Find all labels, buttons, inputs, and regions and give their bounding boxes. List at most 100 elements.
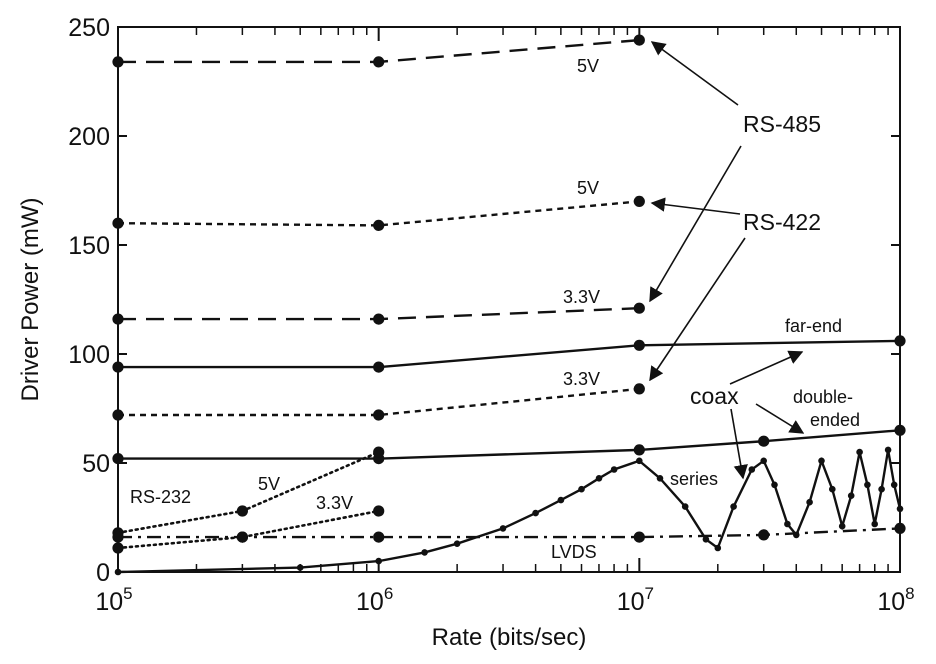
data-point — [633, 195, 645, 207]
x-tick-exponent: 6 — [384, 584, 393, 603]
annotation-arrow — [650, 41, 739, 106]
data-point — [236, 531, 248, 543]
series-line — [118, 429, 901, 460]
x-tick-exponent: 5 — [123, 584, 132, 603]
x-tick-label: 106 — [356, 584, 393, 616]
annotation-label: far-end — [785, 316, 842, 336]
annotation-label: 3.3V — [563, 287, 600, 307]
annotation-label: coax — [690, 383, 739, 409]
data-point — [578, 485, 585, 493]
data-point — [421, 549, 428, 556]
annotation-arrow — [649, 237, 746, 382]
data-point — [847, 492, 855, 500]
data-point — [714, 544, 722, 552]
data-point — [373, 56, 385, 68]
series-short-dashed — [112, 383, 645, 421]
data-point — [864, 481, 871, 489]
annotations: RS-485 RS-422 5V 5V 3.3V 3.3V far-end coax doubl… — [130, 56, 860, 562]
data-point — [595, 475, 603, 482]
y-axis-title: Driver Power (mW) — [17, 198, 44, 402]
x-tick-label: 107 — [617, 584, 654, 616]
annotation-label: 5V — [577, 56, 599, 76]
data-point — [818, 457, 825, 465]
data-point — [829, 485, 836, 493]
data-point — [557, 496, 565, 504]
series-line — [118, 527, 901, 539]
annotation-arrow — [729, 350, 804, 385]
data-point — [793, 531, 800, 539]
y-tick-label: 0 — [96, 559, 110, 587]
y-tick-label: 50 — [82, 450, 110, 478]
series-line — [116, 509, 381, 550]
annotation-arrow — [730, 408, 748, 480]
y-tick-label: 200 — [68, 123, 110, 151]
data-point — [499, 525, 507, 532]
annotation-arrow — [650, 197, 741, 215]
series-solid — [112, 335, 906, 373]
data-point — [702, 536, 710, 543]
data-point — [633, 531, 645, 543]
x-tick-base: 10 — [877, 588, 905, 616]
data-point — [856, 448, 863, 456]
data-point — [453, 540, 461, 547]
data-point — [681, 503, 689, 510]
annotation-label: series — [670, 469, 718, 489]
annotation-arrow — [755, 403, 805, 434]
annotation-label: RS-485 — [743, 111, 821, 137]
annotation-label: double- — [793, 387, 853, 407]
data-point — [633, 444, 645, 456]
x-tick-label: 108 — [877, 584, 914, 616]
series-solid-dense-markers — [114, 446, 904, 576]
data-point — [373, 313, 385, 325]
annotation-arrow — [649, 145, 742, 303]
data-point — [373, 505, 385, 517]
annotation-label: 3.3V — [316, 493, 353, 513]
y-tick-label: 100 — [68, 341, 110, 369]
annotation-arrows — [649, 41, 805, 480]
data-point — [806, 498, 813, 506]
series-short-dashed — [112, 195, 645, 231]
data-point — [373, 409, 385, 421]
data-point — [890, 481, 898, 489]
data-point — [633, 302, 645, 314]
annotation-label: ended — [810, 410, 860, 430]
plot-frame — [117, 26, 901, 573]
data-point — [884, 446, 892, 454]
series-solid — [112, 424, 906, 465]
data-point — [784, 520, 791, 528]
data-point — [236, 505, 248, 517]
x-tick-exponent: 7 — [645, 584, 654, 603]
data-point — [871, 520, 878, 528]
data-point — [760, 457, 767, 465]
annotation-label: RS-422 — [743, 209, 821, 235]
data-point — [633, 339, 645, 351]
x-tick-base: 10 — [95, 588, 123, 616]
y-tick-label: 150 — [68, 232, 110, 260]
data-point — [610, 466, 618, 473]
data-point — [656, 475, 664, 482]
series-line — [118, 339, 901, 369]
annotation-label: 5V — [258, 474, 280, 494]
data-point — [373, 361, 385, 373]
data-point — [758, 529, 770, 541]
data-point — [748, 466, 756, 473]
series-line — [117, 449, 902, 574]
x-axis-title: Rate (bits/sec) — [432, 624, 587, 651]
data-point — [373, 219, 385, 231]
data-point — [771, 481, 778, 489]
annotation-label: RS-232 — [130, 487, 191, 507]
x-tick-exponent: 8 — [905, 584, 914, 603]
data-point — [878, 485, 885, 493]
x-tick-base: 10 — [617, 588, 645, 616]
y-tick-label: 250 — [68, 14, 110, 42]
data-point — [730, 503, 737, 510]
x-tick-label: 105 — [95, 584, 132, 616]
data-point — [373, 531, 385, 543]
data-point — [838, 522, 846, 530]
data-point — [758, 435, 770, 447]
data-point — [373, 446, 385, 458]
annotation-label: 3.3V — [563, 369, 600, 389]
annotation-label: LVDS — [551, 542, 597, 562]
